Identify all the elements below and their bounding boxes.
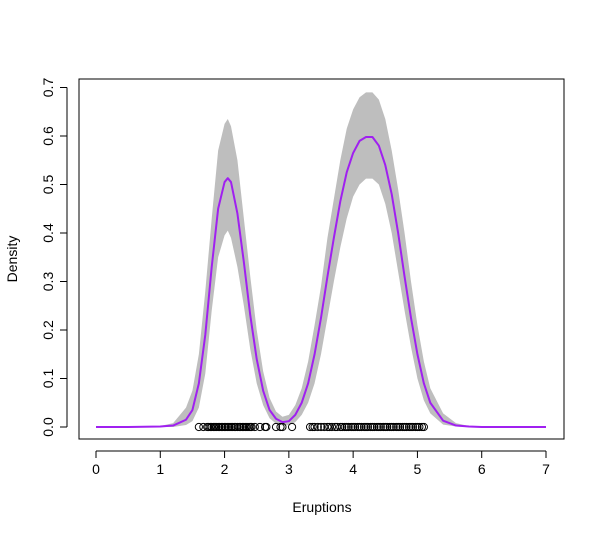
observation-point [255,422,265,432]
density-line [96,135,546,428]
observation-point [250,422,259,432]
observation-point [271,422,281,432]
x-tick-label: 2 [221,461,229,477]
y-tick-label: 0.7 [40,78,56,98]
observation-point [320,422,329,432]
x-tick-label: 4 [349,461,357,477]
observation-point [376,422,385,432]
y-tick-label: 0.3 [40,272,56,292]
observation-point [262,422,271,432]
observation-point [305,422,315,432]
plot-frame [78,78,565,440]
y-tick-label: 0.0 [40,417,56,437]
observation-point [363,422,373,432]
y-tick-label: 0.5 [40,175,56,195]
x-tick-label: 3 [285,461,293,477]
observation-point [316,422,326,432]
observation-point [370,422,379,432]
observation-point [395,422,405,432]
observation-point [327,422,337,432]
observation-point [332,422,342,432]
observation-point [310,422,319,432]
x-tick-label: 6 [478,461,486,477]
observation-point [325,422,334,432]
observation-point [350,422,360,432]
x-tick-label: 7 [542,461,550,477]
observation-point [419,422,428,432]
observation-point [408,422,418,432]
density-line-layer [96,135,546,428]
observation-point [278,422,287,432]
y-axis: 0.0 0.1 0.2 0.3 0.4 0.5 0.6 0.7 [40,78,68,437]
y-tick-label: 0.2 [40,320,56,340]
observation-point [389,422,398,432]
y-tick-label: 0.1 [40,369,56,389]
observation-point [313,422,322,432]
y-tick-label: 0.4 [40,223,56,243]
x-tick-label: 1 [156,461,164,477]
x-axis-label: Eruptions [292,499,351,515]
observation-point [357,422,366,432]
observation-point [287,422,297,432]
observation-point [247,422,256,432]
rug-points-layer [194,422,428,432]
observation-point [338,422,347,432]
observation-point [344,422,353,432]
x-axis: 0 1 2 3 4 5 6 7 [92,450,550,477]
observation-point [415,422,424,432]
observation-point [383,422,392,432]
observation-point [402,422,411,432]
x-tick-label: 0 [92,461,100,477]
y-axis-label: Density [4,236,20,283]
y-tick-label: 0.6 [40,126,56,146]
observation-point [194,422,203,432]
x-tick-label: 5 [414,461,422,477]
